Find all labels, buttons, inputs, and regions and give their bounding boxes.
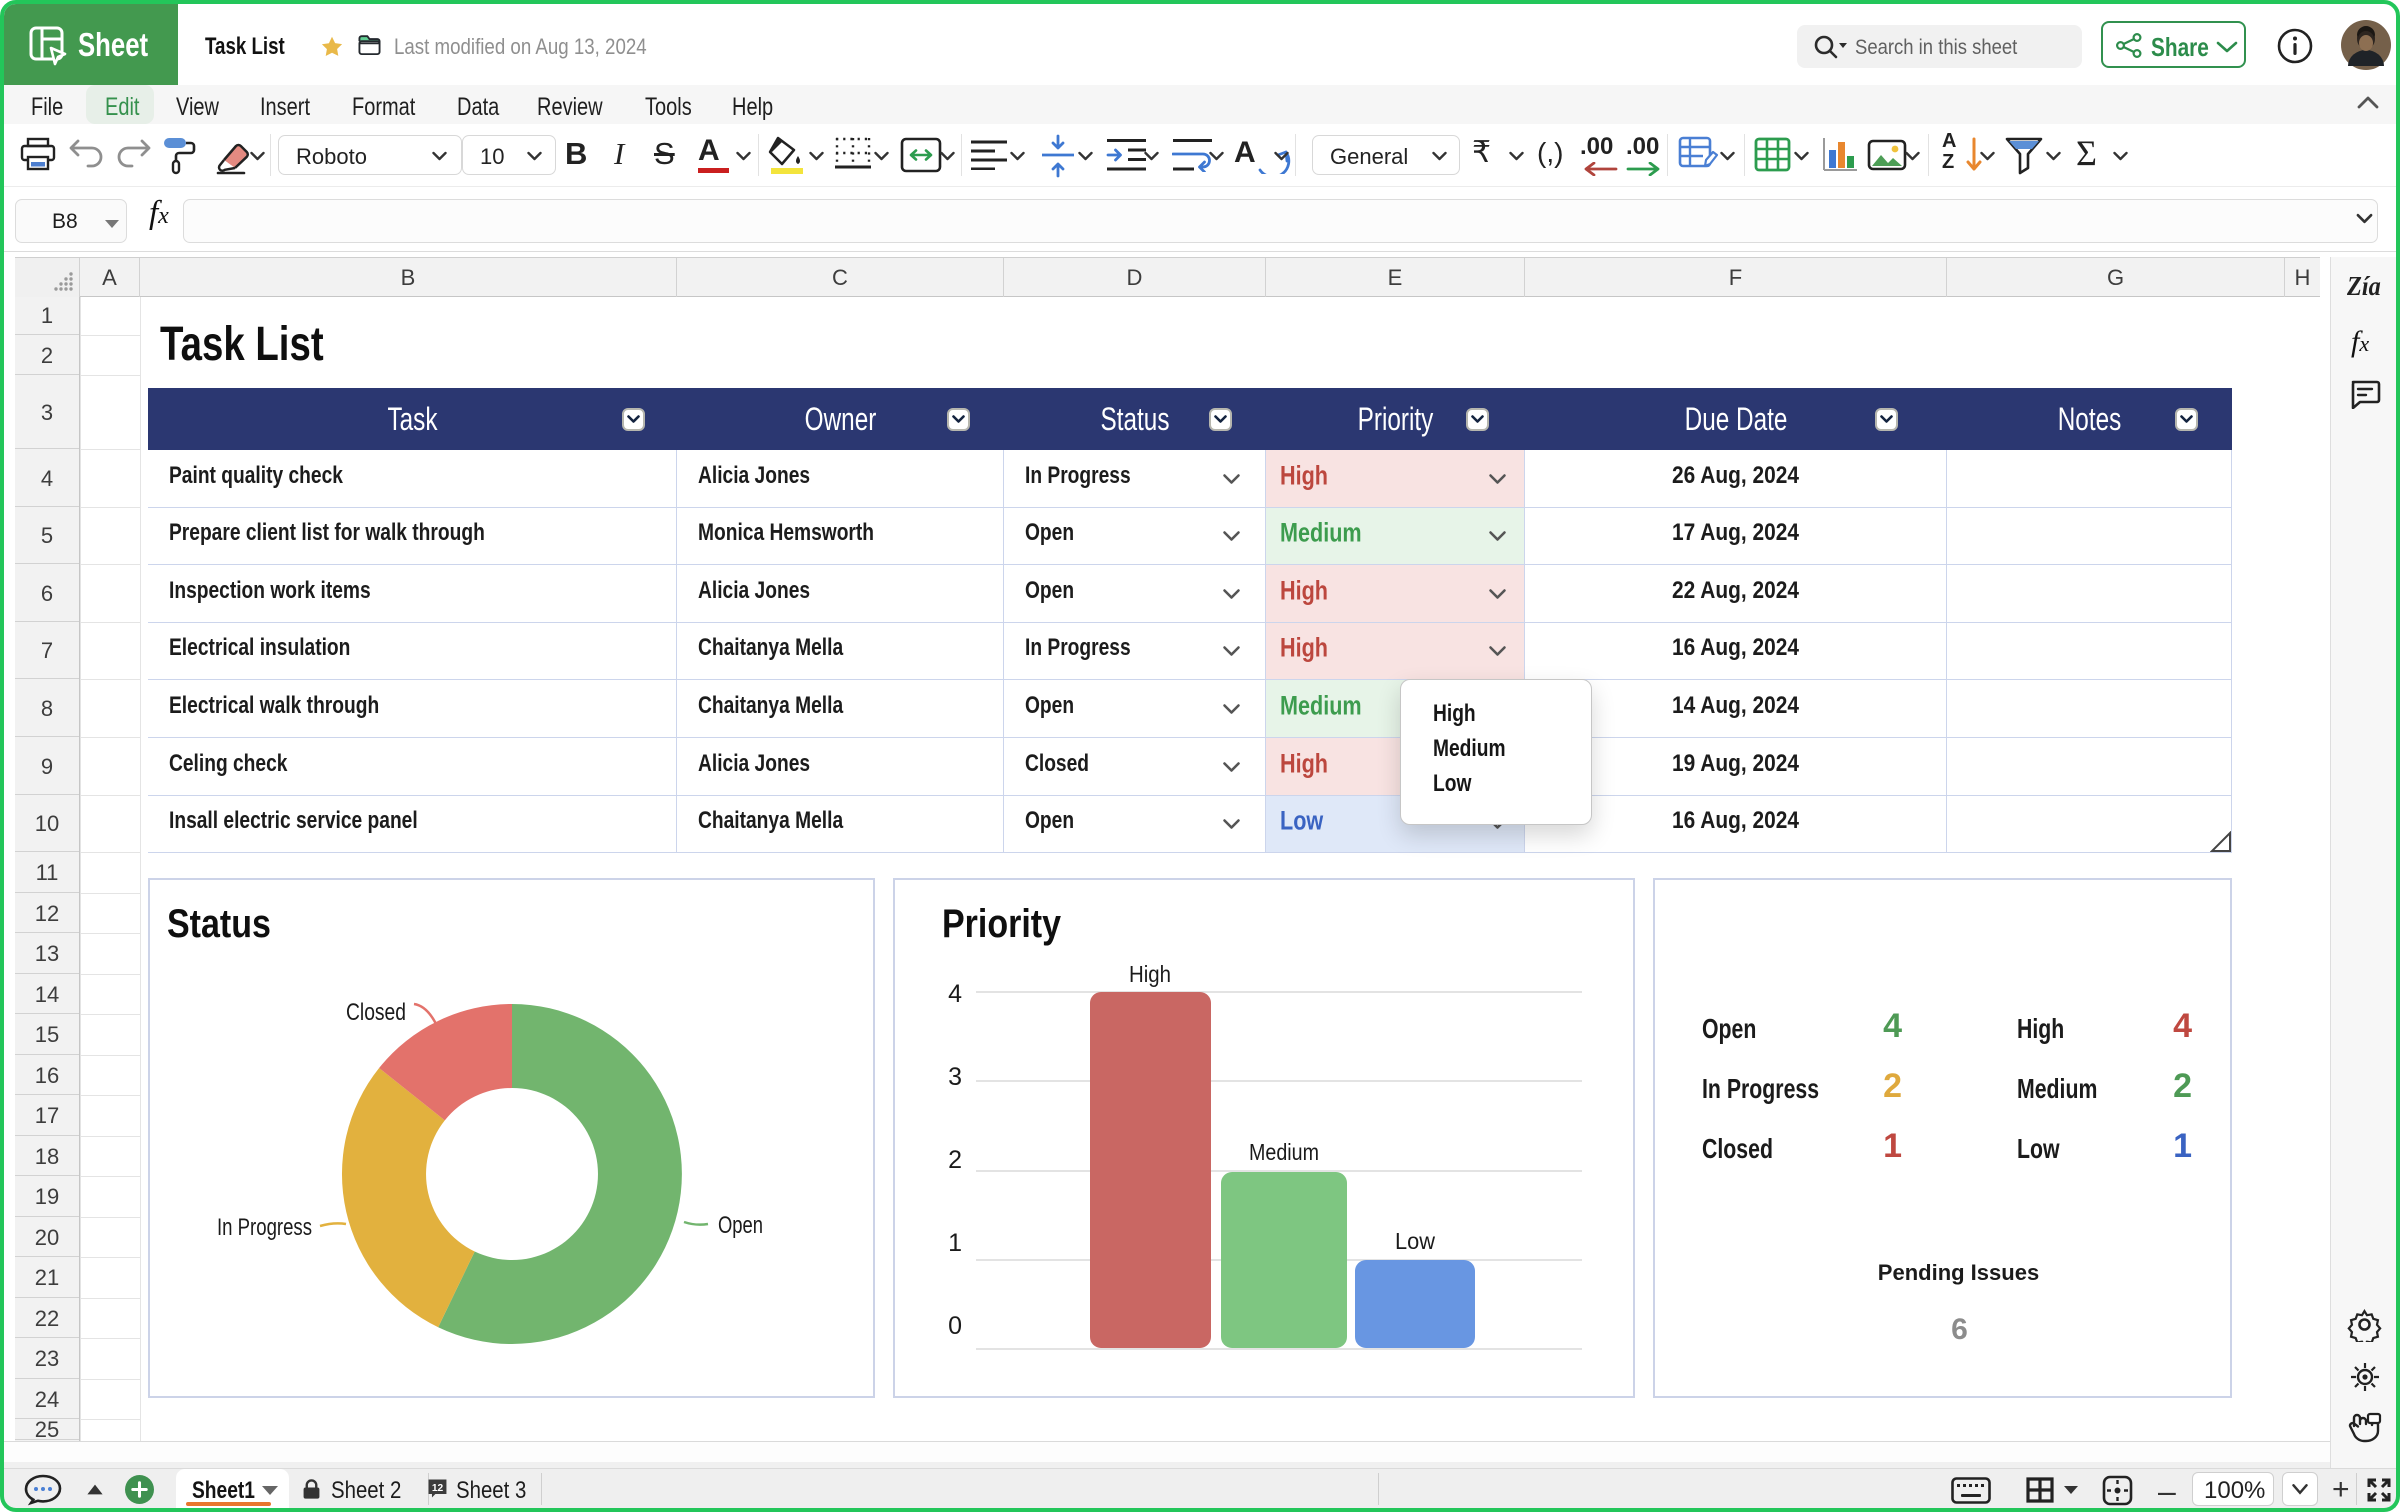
svg-text:Open: Open: [718, 1212, 763, 1239]
svg-text:4: 4: [948, 980, 962, 1008]
svg-text:1: 1: [948, 1229, 962, 1257]
svg-text:In Progress: In Progress: [217, 1214, 312, 1241]
svg-text:Closed: Closed: [346, 999, 406, 1026]
svg-text:3: 3: [948, 1063, 962, 1091]
svg-text:2: 2: [948, 1146, 962, 1174]
svg-text:Medium: Medium: [1249, 1139, 1319, 1165]
svg-text:0: 0: [948, 1312, 962, 1340]
svg-text:High: High: [1129, 961, 1171, 987]
svg-text:Low: Low: [1395, 1228, 1435, 1254]
svg-text:12: 12: [432, 1483, 444, 1494]
